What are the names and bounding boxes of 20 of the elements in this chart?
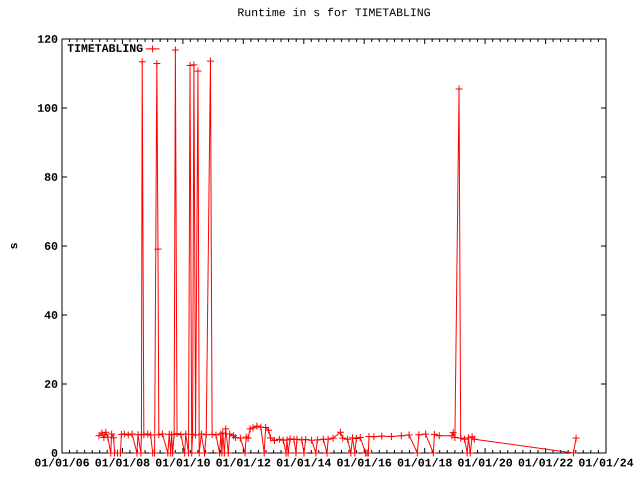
y-tick-label: 100 bbox=[38, 104, 58, 112]
x-tick-label: 01/01/10 bbox=[156, 458, 210, 466]
x-tick-label: 01/01/20 bbox=[458, 458, 512, 466]
series-label: TIMETABLING bbox=[68, 44, 143, 52]
x-tick-label: 01/01/18 bbox=[398, 458, 452, 466]
x-tick-label: 01/01/14 bbox=[276, 458, 332, 466]
x-tick-label: 01/01/12 bbox=[216, 458, 270, 466]
x-tick-label: 01/01/24 bbox=[579, 458, 634, 466]
x-tick-label: 01/01/06 bbox=[35, 458, 89, 466]
y-axis-title: s bbox=[10, 243, 18, 249]
y-tick-label: 80 bbox=[44, 173, 58, 181]
y-tick-label: 60 bbox=[44, 242, 58, 250]
y-tick-label: 0 bbox=[52, 449, 58, 457]
x-tick-label: 01/01/08 bbox=[95, 458, 150, 466]
chart-title: Runtime in s for TIMETABLING bbox=[238, 8, 430, 16]
y-tick-label: 120 bbox=[38, 35, 58, 43]
y-tick-label: 40 bbox=[44, 311, 58, 319]
x-tick-label: 01/01/16 bbox=[337, 458, 392, 466]
x-tick-label: 01/01/22 bbox=[518, 458, 573, 466]
y-tick-label: 20 bbox=[44, 380, 58, 388]
